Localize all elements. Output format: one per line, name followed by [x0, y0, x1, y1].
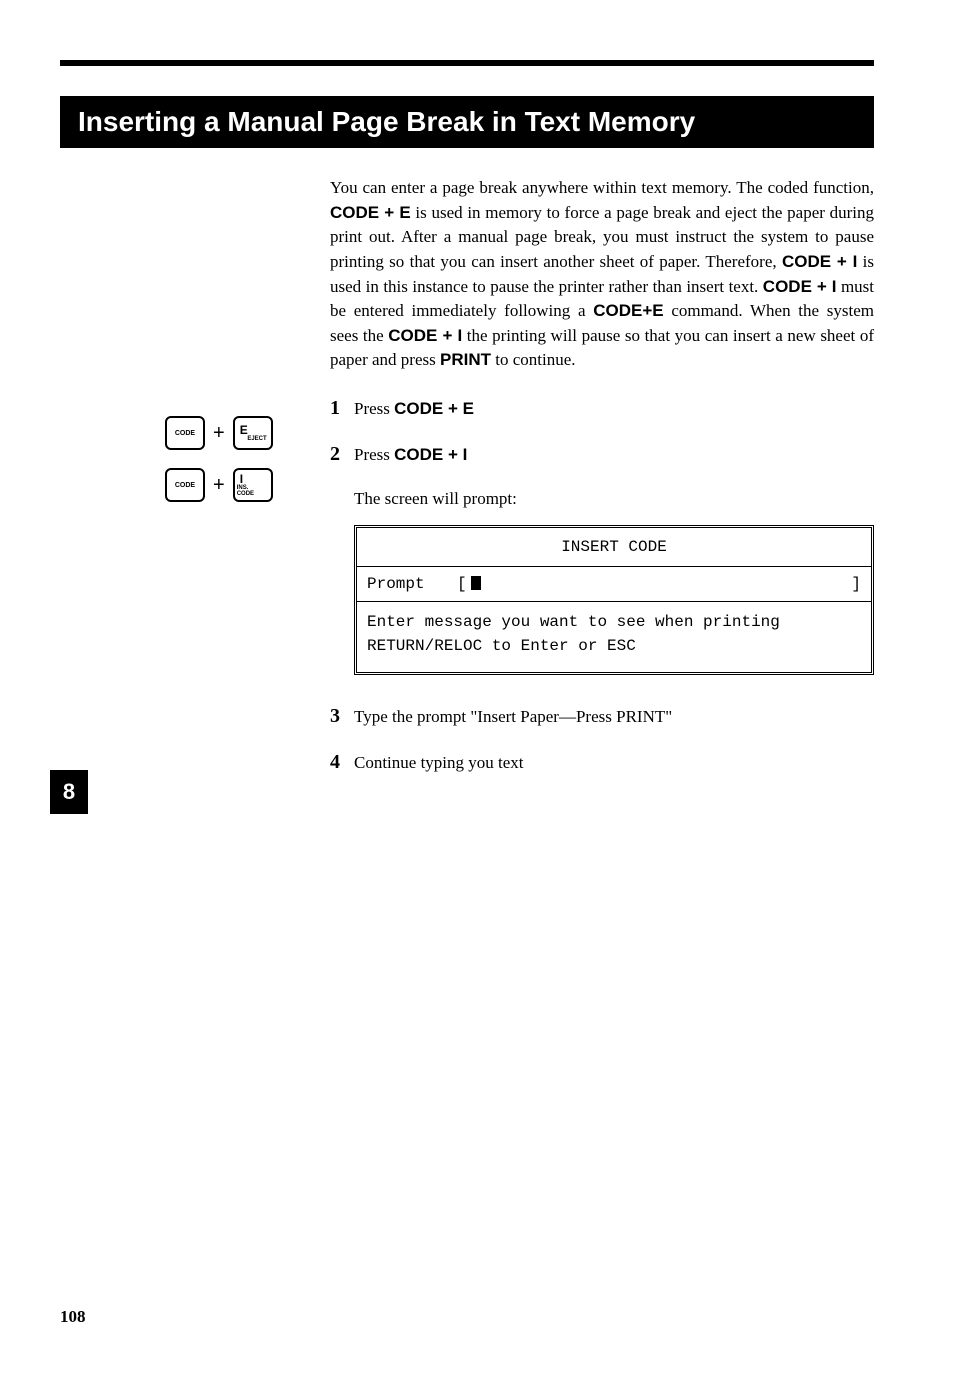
intro-text: You can enter a page break anywhere with… — [330, 178, 874, 197]
screen-prompt-row: Prompt [ ] — [357, 567, 871, 602]
page-number: 108 — [60, 1307, 86, 1327]
close-bracket: ] — [851, 575, 861, 593]
step-3: 3 Type the prompt "Insert Paper—Press PR… — [330, 705, 874, 729]
intro-bold: CODE + E — [330, 203, 411, 222]
step-text: Press CODE + E — [354, 397, 474, 421]
key-bottom-label: INS. CODE — [237, 485, 267, 497]
code-key-icon: CODE — [165, 468, 205, 502]
key-row-code-i: CODE + I INS. CODE — [165, 468, 273, 502]
step-2: 2 Press CODE + I — [330, 443, 874, 467]
step-number: 4 — [330, 751, 354, 775]
key-illustrations: CODE + E EJECT CODE + I INS. CODE — [165, 416, 273, 520]
plus-icon: + — [213, 474, 225, 497]
key-top-letter: E — [240, 424, 248, 436]
step-2-subtext: The screen will prompt: — [354, 489, 874, 509]
i-key-icon: I INS. CODE — [233, 468, 273, 502]
cursor-icon — [471, 576, 481, 590]
step-number: 3 — [330, 705, 354, 729]
e-key-icon: E EJECT — [233, 416, 273, 450]
intro-text: to continue. — [491, 350, 576, 369]
key-bottom-label: EJECT — [247, 436, 266, 442]
intro-bold: CODE + I — [763, 277, 837, 296]
screen-message: Enter message you want to see when print… — [357, 602, 871, 672]
top-rule — [60, 60, 874, 66]
plus-icon: + — [213, 422, 225, 445]
step-number: 1 — [330, 397, 354, 421]
intro-bold: PRINT — [440, 350, 491, 369]
screen-title: INSERT CODE — [357, 528, 871, 567]
step-1: 1 Press CODE + E — [330, 397, 874, 421]
step-text-part: Press — [354, 399, 394, 418]
screen-display: INSERT CODE Prompt [ ] Enter message you… — [354, 525, 874, 675]
code-key-icon: CODE — [165, 416, 205, 450]
step-text: Press CODE + I — [354, 443, 467, 467]
intro-bold: CODE+E — [593, 301, 663, 320]
intro-bold: CODE + I — [782, 252, 857, 271]
intro-bold: CODE + I — [388, 326, 462, 345]
key-row-code-e: CODE + E EJECT — [165, 416, 273, 450]
step-text-part: Press — [354, 445, 394, 464]
step-number: 2 — [330, 443, 354, 467]
screen-message-line: RETURN/RELOC to Enter or ESC — [367, 634, 861, 658]
open-bracket: [ — [457, 575, 467, 593]
section-heading: Inserting a Manual Page Break in Text Me… — [60, 96, 874, 148]
step-text: Continue typing you text — [354, 751, 524, 775]
key-top-letter: I — [240, 473, 243, 485]
screen-message-line: Enter message you want to see when print… — [367, 610, 861, 634]
intro-paragraph: You can enter a page break anywhere with… — [330, 176, 874, 373]
step-text: Type the prompt "Insert Paper—Press PRIN… — [354, 705, 672, 729]
prompt-field: [ ] — [457, 575, 861, 593]
step-4: 4 Continue typing you text — [330, 751, 874, 775]
step-bold: CODE + I — [394, 445, 467, 464]
step-bold: CODE + E — [394, 399, 474, 418]
prompt-label: Prompt — [367, 575, 457, 593]
chapter-tab: 8 — [50, 770, 88, 814]
